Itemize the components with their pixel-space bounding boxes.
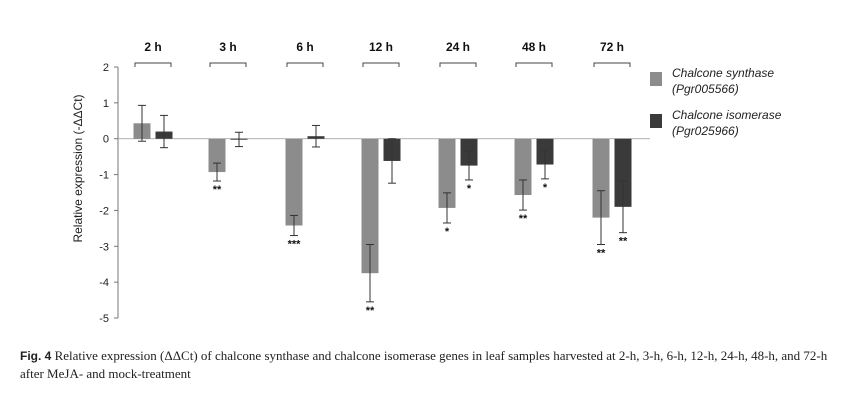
category-bracket bbox=[362, 62, 400, 67]
significance-label: * bbox=[445, 226, 450, 238]
legend-swatch-1 bbox=[650, 72, 662, 86]
y-tick-label: -5 bbox=[99, 313, 109, 325]
significance-label: ** bbox=[366, 305, 375, 317]
legend-swatch-2 bbox=[650, 114, 662, 128]
significance-label: * bbox=[467, 183, 472, 195]
category-bracket bbox=[515, 62, 553, 67]
category-label: 24 h bbox=[446, 40, 470, 54]
y-tick-label: 2 bbox=[103, 62, 109, 74]
significance-label: *** bbox=[288, 239, 302, 251]
category-bracket bbox=[593, 62, 631, 67]
caption-text: Relative expression (ΔΔCt) of chalcone s… bbox=[20, 348, 828, 381]
figure-caption: Fig. 4 Relative expression (ΔΔCt) of cha… bbox=[20, 347, 840, 382]
bar-series-1 bbox=[438, 138, 456, 208]
category-bracket bbox=[439, 62, 477, 67]
y-tick-label: -4 bbox=[99, 277, 109, 289]
category-label: 48 h bbox=[522, 40, 546, 54]
category-bracket bbox=[286, 62, 324, 67]
y-tick-label: -2 bbox=[99, 205, 109, 217]
significance-label: ** bbox=[213, 184, 222, 196]
significance-label: ** bbox=[519, 213, 528, 225]
significance-label: ** bbox=[619, 236, 628, 248]
category-bracket bbox=[134, 62, 172, 67]
bar-series-1 bbox=[514, 138, 532, 196]
legend-id-2: (Pgr025966) bbox=[672, 124, 739, 138]
bar-series-1 bbox=[208, 138, 226, 173]
legend-label-2: Chalcone isomerase bbox=[672, 108, 782, 122]
y-tick-label: -1 bbox=[99, 170, 109, 182]
category-bracket bbox=[209, 62, 247, 67]
y-tick-label: -3 bbox=[99, 241, 109, 253]
category-label: 6 h bbox=[296, 40, 313, 54]
bar-series-1 bbox=[592, 138, 610, 218]
significance-label: * bbox=[543, 182, 548, 194]
legend-label-1: Chalcone synthase bbox=[672, 66, 774, 80]
bar-series-1 bbox=[361, 138, 379, 274]
category-label: 3 h bbox=[219, 40, 236, 54]
y-axis-title: Relative expression (-ΔΔCt) bbox=[71, 94, 85, 242]
category-label: 72 h bbox=[600, 40, 624, 54]
caption-label: Fig. 4 bbox=[20, 349, 52, 363]
bar-chart: 2 1 0 -1 -2 -3 -4 -5 Relative expression (-ΔΔCt)… bbox=[71, 40, 782, 325]
bar-series-2 bbox=[614, 138, 632, 207]
bar-series-1 bbox=[285, 138, 303, 226]
legend-id-1: (Pgr005566) bbox=[672, 82, 739, 96]
y-tick-label: 1 bbox=[103, 98, 109, 110]
category-label: 12 h bbox=[369, 40, 393, 54]
y-tick-label: 0 bbox=[103, 134, 109, 146]
significance-label: ** bbox=[597, 247, 606, 259]
category-label: 2 h bbox=[144, 40, 161, 54]
